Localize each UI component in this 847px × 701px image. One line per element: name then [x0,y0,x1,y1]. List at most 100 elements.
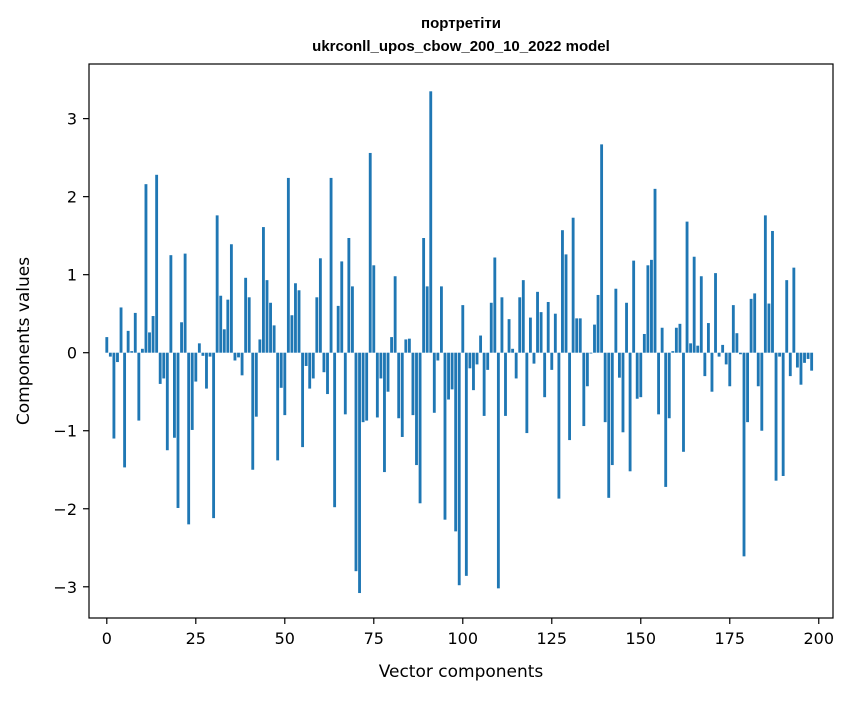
bar-156 [660,327,664,353]
bar-112 [504,352,507,416]
bar-180 [746,352,749,423]
bar-148 [632,260,636,353]
bar-158 [667,352,671,419]
bar-53 [294,283,297,353]
bar-110 [496,352,500,589]
bar-195 [799,352,803,385]
bar-30 [212,352,216,519]
bar-13 [151,316,155,353]
bar-10 [140,348,144,353]
bar-126 [553,313,557,353]
bar-60 [318,258,322,353]
bar-101 [464,352,468,576]
plot-frame [88,63,834,619]
bar-20 [176,352,180,508]
bar-179 [742,352,746,557]
bar-97 [450,352,454,390]
y-axis-ticks: −3 −2 −1 0 1 2 3 [53,110,89,597]
bar-197 [806,352,810,359]
bar-26 [197,343,201,353]
bar-135 [585,352,589,387]
x-tick-label: 150 [625,629,656,648]
bar-12 [148,332,151,353]
bar-137 [593,324,596,353]
bar-170 [710,352,714,392]
bar-113 [507,319,511,353]
bar-79 [386,352,390,392]
bar-192 [788,352,792,377]
bar-17 [165,352,169,451]
bar-42 [254,352,258,417]
bar-11 [144,184,148,353]
x-tick-label: 125 [537,629,568,648]
bar-198 [810,352,814,371]
bar-89 [422,238,426,353]
bar-140 [603,352,607,423]
bar-121 [536,291,539,353]
bars-group [105,91,814,594]
bar-37 [237,352,240,358]
bar-49 [279,352,283,388]
bar-130 [568,352,571,441]
bar-69 [351,286,354,353]
bar-188 [774,352,778,481]
bar-75 [372,265,376,353]
bar-5 [123,352,127,468]
bar-76 [375,352,379,418]
bar-31 [215,215,219,353]
bar-190 [781,352,785,476]
bar-151 [642,333,646,353]
bar-162 [682,352,685,452]
bar-36 [233,352,237,361]
bar-169 [706,323,710,353]
bar-59 [315,297,319,353]
bar-33 [222,329,226,353]
bar-73 [365,352,369,421]
bar-150 [639,352,643,398]
bar-28 [205,352,208,389]
bar-153 [650,259,653,353]
bar-38 [240,352,244,376]
x-axis-ticks: 0 25 50 75 100 125 150 175 200 [102,618,834,648]
bar-14 [155,174,159,353]
bar-68 [347,238,351,353]
bar-91 [429,91,433,353]
bar-25 [194,352,198,382]
x-axis-label: Vector components [379,662,544,682]
bar-57 [308,352,312,389]
bar-85 [407,338,411,353]
bar-185 [763,215,767,353]
bar-48 [276,352,280,461]
bar-21 [180,322,183,353]
bar-128 [561,230,564,353]
bar-142 [610,352,614,466]
y-tick-label: 1 [67,266,77,285]
bar-178 [739,352,742,355]
x-tick-label: 50 [275,629,295,648]
y-tick-label: 3 [67,110,77,129]
bar-80 [390,337,394,353]
bar-66 [340,261,344,353]
bar-93 [436,352,440,361]
bar-83 [400,352,404,437]
bar-118 [525,352,529,434]
bar-23 [187,352,191,525]
bar-32 [219,295,223,353]
bar-141 [607,352,611,498]
bar-146 [625,302,628,353]
bar-114 [511,348,515,353]
bar-52 [290,315,294,353]
bar-152 [646,265,650,353]
bar-143 [614,288,618,353]
bar-46 [269,302,272,353]
bar-43 [258,339,262,353]
bar-159 [671,351,675,353]
bar-108 [489,302,493,353]
bar-70 [354,352,358,572]
bar-124 [546,301,550,353]
bar-71 [358,352,361,594]
bar-177 [735,333,739,353]
bar-95 [443,352,447,520]
bar-15 [158,352,162,384]
bar-127 [557,352,561,499]
